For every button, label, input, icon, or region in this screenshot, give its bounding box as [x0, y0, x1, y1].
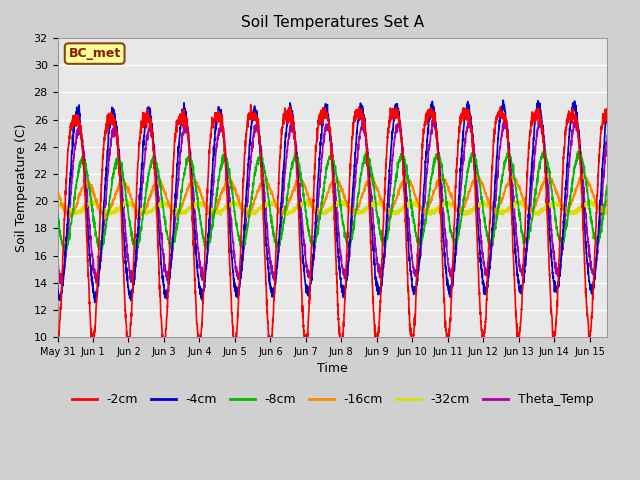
-2cm	[247, 102, 255, 108]
-4cm	[265, 264, 273, 269]
Theta_Temp	[289, 123, 296, 129]
-8cm	[593, 236, 601, 241]
-32cm	[303, 197, 311, 203]
-2cm	[265, 332, 273, 338]
-8cm	[534, 176, 541, 182]
-4cm	[534, 105, 541, 111]
-2cm	[196, 348, 204, 353]
-8cm	[149, 156, 157, 161]
-32cm	[593, 203, 601, 208]
-32cm	[288, 208, 296, 214]
Theta_Temp	[534, 125, 541, 131]
-16cm	[116, 182, 124, 188]
Line: -32cm: -32cm	[58, 200, 607, 216]
-16cm	[593, 203, 601, 208]
-8cm	[576, 148, 584, 154]
Title: Soil Temperatures Set A: Soil Temperatures Set A	[241, 15, 424, 30]
Theta_Temp	[54, 255, 61, 261]
Text: BC_met: BC_met	[68, 47, 121, 60]
-8cm	[265, 195, 273, 201]
Theta_Temp	[593, 257, 601, 263]
-32cm	[264, 199, 272, 204]
Theta_Temp	[265, 243, 273, 249]
-2cm	[534, 111, 541, 117]
-32cm	[54, 198, 61, 204]
-32cm	[534, 211, 541, 217]
-32cm	[149, 207, 157, 213]
-4cm	[499, 97, 507, 103]
Line: Theta_Temp: Theta_Temp	[58, 118, 607, 284]
-16cm	[149, 183, 157, 189]
Theta_Temp	[604, 133, 611, 139]
-8cm	[289, 166, 296, 171]
Line: -8cm: -8cm	[58, 151, 607, 252]
-4cm	[593, 253, 601, 259]
-4cm	[54, 282, 61, 288]
Legend: -2cm, -4cm, -8cm, -16cm, -32cm, Theta_Temp: -2cm, -4cm, -8cm, -16cm, -32cm, Theta_Te…	[67, 388, 598, 411]
Theta_Temp	[429, 115, 437, 120]
-4cm	[116, 179, 124, 184]
-32cm	[116, 203, 124, 208]
-32cm	[604, 210, 611, 216]
-16cm	[54, 188, 61, 193]
-2cm	[604, 113, 611, 119]
-4cm	[149, 135, 157, 141]
X-axis label: Time: Time	[317, 362, 348, 375]
-16cm	[604, 198, 611, 204]
Line: -4cm: -4cm	[58, 100, 607, 302]
-16cm	[100, 216, 108, 222]
Theta_Temp	[149, 135, 157, 141]
-2cm	[116, 188, 124, 193]
-8cm	[116, 162, 124, 168]
Line: -16cm: -16cm	[58, 174, 607, 219]
-16cm	[289, 191, 296, 197]
-32cm	[462, 213, 470, 218]
-4cm	[289, 108, 296, 114]
-8cm	[60, 250, 68, 255]
-2cm	[593, 197, 601, 203]
Line: -2cm: -2cm	[58, 105, 607, 350]
-2cm	[289, 113, 296, 119]
Theta_Temp	[56, 281, 64, 287]
-16cm	[534, 195, 541, 201]
Theta_Temp	[116, 168, 124, 173]
-2cm	[149, 138, 157, 144]
-8cm	[54, 209, 61, 215]
Y-axis label: Soil Temperature (C): Soil Temperature (C)	[15, 123, 28, 252]
-4cm	[91, 300, 99, 305]
-16cm	[543, 171, 551, 177]
-4cm	[604, 108, 611, 114]
-16cm	[265, 181, 273, 187]
-8cm	[604, 182, 611, 188]
-2cm	[54, 331, 61, 336]
